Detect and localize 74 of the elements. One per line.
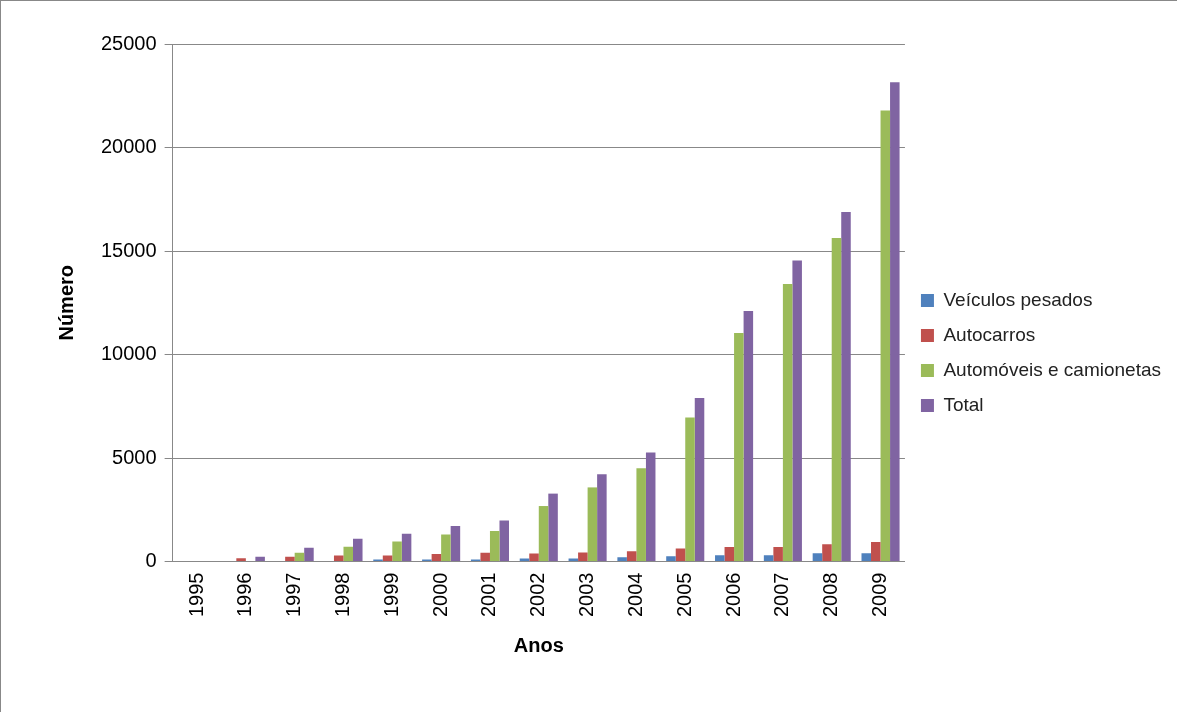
- x-tick-label: 2005: [672, 572, 695, 618]
- bar: [529, 553, 539, 562]
- y-tick-label: 25000: [100, 31, 157, 54]
- bar: [715, 555, 725, 562]
- bar: [812, 553, 823, 562]
- bar: [645, 452, 656, 562]
- bar: [353, 538, 363, 562]
- x-tick-label: 2009: [868, 572, 891, 618]
- bar: [597, 474, 607, 562]
- bar: [871, 542, 881, 562]
- bar: [489, 531, 500, 562]
- y-axis-title: Número: [54, 264, 77, 341]
- bar: [285, 556, 295, 562]
- bar: [626, 551, 637, 562]
- x-tick-label: 2001: [477, 572, 500, 618]
- bar: [880, 110, 891, 562]
- y-tick-label: 20000: [100, 135, 157, 158]
- bar: [480, 552, 490, 562]
- bar: [694, 397, 705, 562]
- bar: [890, 82, 900, 562]
- x-tick-label: 2003: [575, 572, 598, 618]
- x-tick-label: 2006: [721, 572, 744, 618]
- bar: [822, 544, 832, 562]
- bar: [675, 548, 686, 562]
- bar: [304, 547, 314, 562]
- legend-label: Veículos pesados: [943, 288, 1093, 310]
- bar: [450, 526, 461, 562]
- bar: [743, 311, 754, 562]
- bar: [499, 520, 509, 562]
- bar: [548, 493, 558, 562]
- x-tick-label: 2002: [526, 572, 549, 618]
- bar: [236, 558, 246, 562]
- bar: [519, 558, 530, 562]
- bar: [763, 555, 774, 562]
- x-tick-label: 1998: [331, 572, 354, 618]
- y-tick-label: 5000: [112, 445, 157, 468]
- bar: [568, 558, 579, 562]
- x-tick-label: 1995: [184, 572, 207, 618]
- bar: [831, 237, 842, 562]
- x-tick-label: 2008: [819, 572, 842, 618]
- x-tick-label: 1996: [233, 572, 256, 618]
- legend-label: Autocarros: [943, 323, 1036, 345]
- bar: [392, 541, 402, 562]
- y-tick-label: 0: [145, 549, 157, 572]
- bar: [666, 556, 676, 562]
- bar: [431, 554, 442, 562]
- bar: [294, 552, 305, 562]
- bar: [792, 260, 802, 562]
- bar: [773, 547, 783, 562]
- bar: [538, 506, 549, 562]
- bar: [734, 332, 744, 562]
- bar: [441, 534, 451, 562]
- x-tick-label: 2007: [770, 572, 793, 618]
- x-tick-label: 1997: [282, 572, 305, 618]
- legend-label: Total: [943, 393, 984, 415]
- bar: [724, 547, 735, 562]
- y-tick-label: 15000: [100, 238, 157, 261]
- bar: [841, 211, 851, 562]
- x-tick-label: 2000: [428, 572, 451, 618]
- x-tick-label: 2004: [623, 572, 646, 618]
- bar: [861, 553, 872, 562]
- bar: [255, 556, 265, 562]
- bar: [636, 468, 646, 562]
- bar: [587, 487, 598, 562]
- y-tick-label: 10000: [100, 342, 157, 365]
- bar: [782, 283, 793, 562]
- legend-label: Automóveis e camionetas: [943, 358, 1162, 380]
- x-axis-title: Anos: [513, 633, 564, 656]
- bar: [578, 552, 588, 562]
- bar: [401, 533, 412, 562]
- bar: [685, 417, 695, 562]
- bar: [343, 546, 354, 562]
- x-tick-label: 1999: [379, 572, 402, 618]
- bar: [617, 557, 627, 562]
